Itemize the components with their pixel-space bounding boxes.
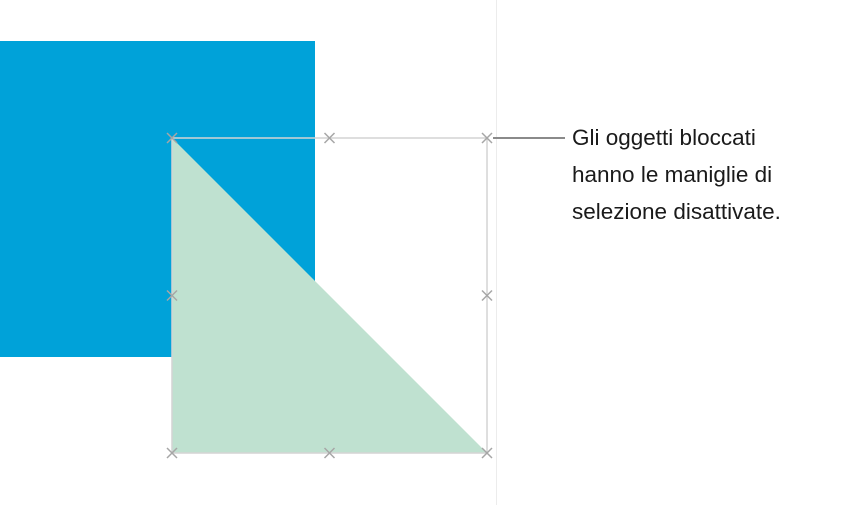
x-mark-icon <box>323 447 336 459</box>
x-mark-icon <box>166 289 178 302</box>
x-mark-icon <box>481 132 493 144</box>
locked-triangle <box>172 138 487 453</box>
callout-line-3: selezione disattivate. <box>572 199 781 224</box>
x-mark-icon <box>481 289 493 302</box>
x-mark-icon <box>481 447 493 459</box>
x-mark-icon <box>166 132 178 144</box>
callout-line-1: Gli oggetti bloccati <box>572 125 756 150</box>
selection-handles <box>166 132 493 459</box>
callout-text: Gli oggetti bloccati hanno le maniglie d… <box>572 119 781 230</box>
x-mark-icon <box>323 132 336 144</box>
callout-line-2: hanno le maniglie di <box>572 162 773 187</box>
x-mark-icon <box>166 447 178 459</box>
